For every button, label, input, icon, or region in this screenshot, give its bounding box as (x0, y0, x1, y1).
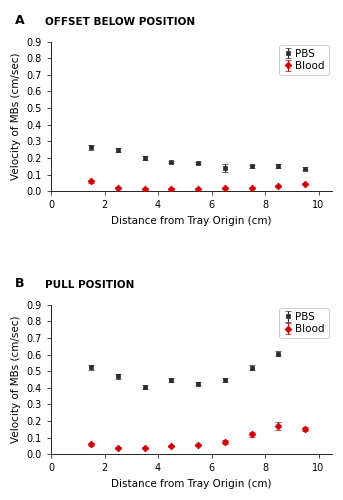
Text: OFFSET BELOW POSITION: OFFSET BELOW POSITION (46, 16, 196, 26)
Y-axis label: Velocity of MBs (cm/sec): Velocity of MBs (cm/sec) (11, 52, 21, 180)
X-axis label: Distance from Tray Origin (cm): Distance from Tray Origin (cm) (111, 479, 272, 489)
X-axis label: Distance from Tray Origin (cm): Distance from Tray Origin (cm) (111, 216, 272, 226)
Text: PULL POSITION: PULL POSITION (46, 280, 135, 290)
Text: A: A (14, 14, 24, 26)
Y-axis label: Velocity of MBs (cm/sec): Velocity of MBs (cm/sec) (11, 316, 21, 444)
Legend: PBS, Blood: PBS, Blood (280, 44, 329, 75)
Text: B: B (14, 277, 24, 290)
Legend: PBS, Blood: PBS, Blood (280, 308, 329, 338)
